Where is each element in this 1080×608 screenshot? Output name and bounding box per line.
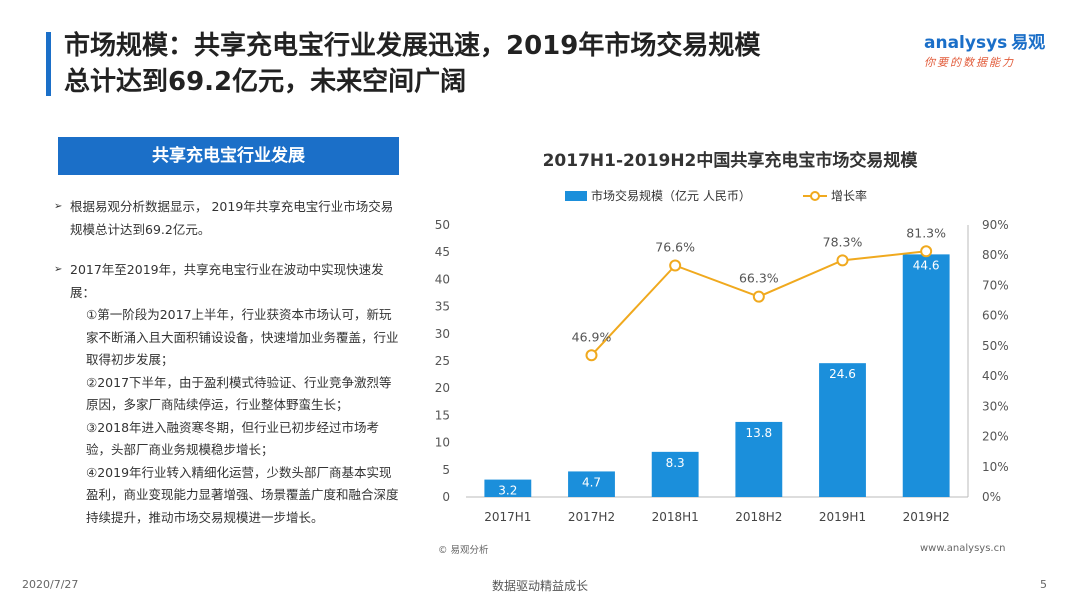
growth-rate-label: 81.3% [906,225,946,240]
right-tick-label: 60% [982,309,1009,323]
growth-rate-point [585,349,598,362]
right-tick-label: 30% [982,399,1009,413]
sub-item: ④2019年行业转入精细化运营，少数头部厂商基本实现盈利，商业变现能力显著增强、… [86,464,399,525]
legend-bar-label: 市场交易规模（亿元 人民币） [591,188,751,203]
bar-value-label: 44.6 [913,258,940,272]
website-url: www.analysys.cn [920,543,1006,554]
left-tick-label: 40 [435,272,450,286]
left-tick-label: 20 [435,381,450,395]
bar-value-label: 4.7 [582,475,601,489]
x-tick-label: 2018H2 [735,510,782,524]
bullet-item: ➢ 根据易观分析数据显示， 2019年共享充电宝行业市场交易规模总计达到69.2… [54,196,399,241]
growth-rate-line [590,250,927,356]
bar-2019H2 [902,254,950,497]
title-line-2: 总计达到69.2亿元，未来空间广阔 [64,67,467,97]
logo-brand-cn: 易观 [1011,33,1046,53]
page-number: 5 [1040,578,1047,591]
left-tick-label: 5 [442,463,450,477]
title-accent-bar [46,32,51,96]
section-banner: 共享充电宝行业发展 [58,137,399,175]
left-tick-label: 25 [435,354,450,368]
sub-item: ②2017下半年，由于盈利模式待验证、行业竞争激烈等原因，多家厂商陆续停运，行业… [86,374,392,413]
logo-tagline: 你要的数据能力 [924,56,1015,69]
analysys-logo: analysys 易观 你要的数据能力 [924,28,1054,72]
right-tick-label: 80% [982,248,1009,262]
right-tick-label: 40% [982,369,1009,383]
bullet-item: ➢ 2017年至2019年，共享充电宝行业在波动中实现快速发展： ①第一阶段为2… [54,259,399,529]
growth-rate-label: 66.3% [739,271,779,286]
bar-value-label: 13.8 [745,426,772,440]
bar-value-label: 24.6 [829,367,856,381]
footer-date: 2020/7/27 [22,578,79,591]
bar-2019H1 [819,363,866,497]
bar-2017H2 [568,471,615,497]
left-tick-label: 50 [435,218,450,232]
title-line-1: 市场规模：共享充电宝行业发展迅速，2019年市场交易规模 [64,31,761,61]
left-tick-label: 45 [435,245,450,259]
bar-2018H1 [651,451,699,497]
footer-slogan: 数据驱动精益成长 [491,579,588,593]
arrow-bullet-icon: ➢ [54,201,63,212]
source-note: © 易观分析 [438,545,489,556]
left-tick-label: 35 [435,300,450,314]
growth-rate-label: 78.3% [823,234,863,249]
arrow-bullet-icon: ➢ [54,264,63,275]
right-tick-label: 50% [982,339,1009,353]
x-tick-label: 2019H1 [819,510,866,524]
sub-item: ①第一阶段为2017上半年，行业获资本市场认可，新玩家不断涌入且大面积铺设设备，… [86,307,399,367]
left-tick-label: 15 [435,408,450,422]
bar-2018H2 [735,421,783,497]
growth-rate-point [752,290,765,303]
right-tick-label: 0% [982,490,1001,504]
x-tick-label: 2017H1 [484,510,531,524]
bar-2017H1 [484,479,532,497]
left-tick-label: 10 [435,436,450,450]
x-tick-label: 2018H1 [652,510,699,524]
growth-rate-point [669,259,682,272]
bullet-text: 根据易观分析数据显示， 2019年共享充电宝行业市场交易规模总计达到69.2亿元… [70,199,394,237]
right-tick-label: 20% [982,430,1009,444]
right-tick-label: 10% [982,460,1009,474]
logo-brand: analysys [924,33,1008,53]
bar-value-label: 3.2 [498,484,517,498]
legend-bar-swatch [565,191,587,201]
legend-line-label: 增长率 [831,188,867,203]
growth-rate-point [836,254,849,267]
bar-value-label: 8.3 [666,456,685,470]
growth-rate-label: 46.9% [572,329,612,344]
left-tick-label: 30 [435,327,450,341]
growth-rate-label: 76.6% [655,239,695,254]
left-tick-label: 0 [442,490,450,504]
bullet-list: ➢ 根据易观分析数据显示， 2019年共享充电宝行业市场交易规模总计达到69.2… [54,196,399,547]
growth-rate-point [920,245,933,258]
right-tick-label: 70% [982,278,1009,292]
x-tick-label: 2019H2 [903,510,950,524]
right-tick-label: 90% [982,218,1009,232]
chart-title: 2017H1-2019H2中国共享充电宝市场交易规模 [542,151,918,171]
bullet-text: 2017年至2019年，共享充电宝行业在波动中实现快速发展： [70,262,384,300]
sub-item: ③2018年进入融资寒冬期，但行业已初步经过市场考验，头部厂商业务规模稳步增长； [86,419,380,458]
x-tick-label: 2017H2 [568,510,615,524]
page-title: 市场规模：共享充电宝行业发展迅速，2019年市场交易规模 总计达到69.2亿元，… [64,28,894,100]
legend-line-marker [810,191,820,201]
